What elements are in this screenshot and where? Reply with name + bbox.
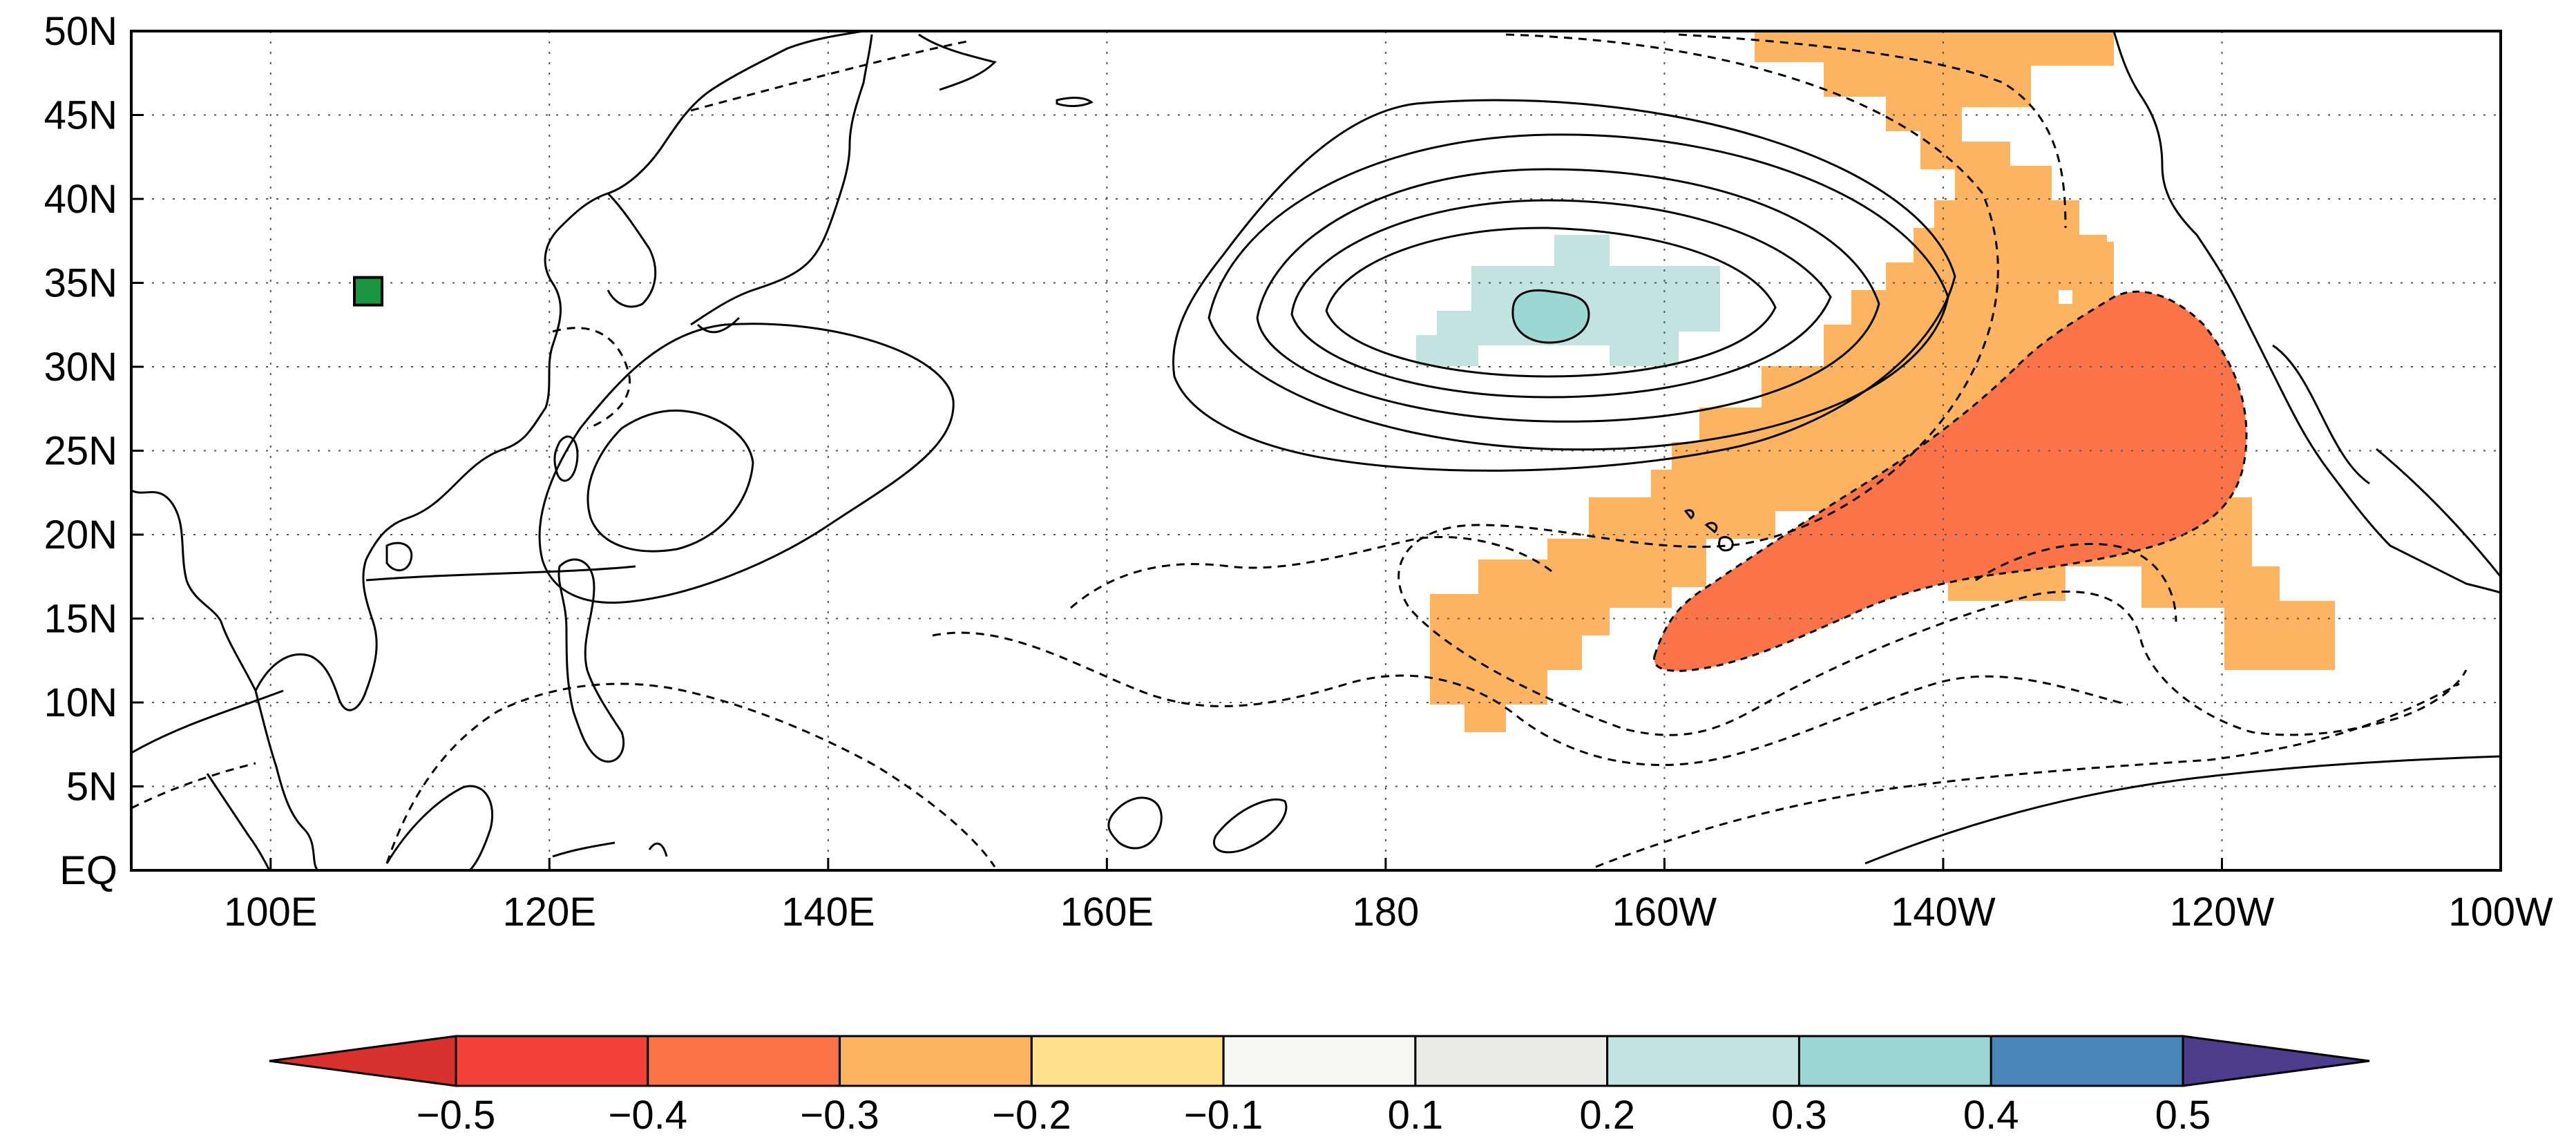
coastline-korea xyxy=(607,192,657,308)
contour-solid xyxy=(1107,796,1163,850)
colorbar-box xyxy=(1606,1035,1800,1087)
contour-dashed xyxy=(1595,682,2460,868)
lat-tick-label: 45N xyxy=(44,93,117,138)
coastline-japan xyxy=(690,34,873,326)
latitude-axis: EQ 5N 10N 15N 20N 25N 30N 35N 40N 45N 50N xyxy=(44,9,144,893)
colorbar-label: 0.2 xyxy=(1579,1093,1635,1138)
contour-dashed xyxy=(1070,536,1555,609)
lat-tick-label: 25N xyxy=(44,429,117,474)
lon-tick-label: 120W xyxy=(2170,890,2275,935)
cool-anomaly-region-dark xyxy=(1511,289,1590,344)
coastline-newguinea xyxy=(648,842,668,857)
contour-solid xyxy=(1864,755,2501,865)
contour-lines xyxy=(131,33,2502,868)
lon-tick-label: 160E xyxy=(1060,890,1154,935)
lon-tick-label: 120E xyxy=(503,890,596,935)
coastline-sulawesi xyxy=(552,841,616,858)
lon-tick-label: 140E xyxy=(781,890,875,935)
coastline-kamchatka xyxy=(918,33,997,91)
coastline-philippines xyxy=(557,558,625,763)
colorbar-box xyxy=(839,1035,1033,1087)
contour-dashed xyxy=(131,762,256,810)
colorbar-box xyxy=(455,1035,649,1087)
longitude-axis: 100E 120E 140E 160E 180 160W 140W 120W 100W xyxy=(224,858,2553,935)
coastline-taiwan xyxy=(553,435,579,482)
colorbar-label: −0.1 xyxy=(1184,1093,1263,1138)
colorbar-arrow-right xyxy=(2182,1035,2370,1087)
colorbar-label: −0.5 xyxy=(417,1093,496,1138)
contour-dashed xyxy=(932,631,2128,766)
coastline-asia xyxy=(131,489,319,872)
contour-solid xyxy=(131,689,284,754)
contour-solid xyxy=(1172,99,1956,472)
lon-tick-label: 100E xyxy=(224,890,317,935)
contour-solid xyxy=(538,323,955,604)
coastline-hainan xyxy=(385,542,413,572)
contour-dashed xyxy=(1397,33,2468,736)
lat-tick-label: 20N xyxy=(44,513,117,557)
coastline-borneo xyxy=(385,785,494,872)
lat-tick-label: 30N xyxy=(44,345,117,390)
station-marker xyxy=(353,276,383,307)
contour-dashed xyxy=(552,327,631,430)
contour-solid xyxy=(2376,448,2502,577)
coastline-indochina xyxy=(206,773,271,871)
lon-tick-label: 160W xyxy=(1612,890,1717,935)
contour-dashed xyxy=(690,40,968,112)
colorbar-box xyxy=(1414,1035,1609,1087)
colorbar-arrow-left xyxy=(269,1035,457,1087)
lat-tick-label: 35N xyxy=(44,261,117,306)
contour-solid xyxy=(1325,227,1777,378)
colorbar-box xyxy=(1030,1035,1225,1087)
colorbar-label: −0.2 xyxy=(992,1093,1071,1138)
shading-layer xyxy=(1416,31,2335,732)
colorbar: −0.5 −0.4 −0.3 −0.2 −0.1 0.1 0.2 0.3 0.4 0.5 xyxy=(269,1035,2370,1138)
lat-tick-label: 40N xyxy=(44,177,117,222)
coastline-island xyxy=(1056,97,1094,107)
colorbar-label: −0.3 xyxy=(800,1093,879,1138)
contour-solid xyxy=(586,409,754,553)
coastline-north-america xyxy=(2112,30,2501,594)
lon-tick-label: 180 xyxy=(1352,890,1419,935)
coastline-baja xyxy=(2272,344,2370,485)
colorbar-label: 0.5 xyxy=(2155,1093,2211,1138)
coastlines xyxy=(131,30,2501,872)
contour-solid xyxy=(1208,133,1949,451)
coastline-hawaii xyxy=(1683,509,1734,552)
warm-anomaly-region-light xyxy=(1430,31,2114,732)
lat-tick-label: 5N xyxy=(66,765,117,810)
coastline-japan xyxy=(696,316,741,334)
colorbar-label: −0.4 xyxy=(609,1093,688,1138)
lat-tick-label: EQ xyxy=(59,848,117,893)
grid-lines xyxy=(131,31,2501,870)
lat-tick-label: 50N xyxy=(44,9,117,54)
colorbar-box xyxy=(1797,1035,1992,1087)
contour-dashed xyxy=(385,682,996,868)
contour-solid xyxy=(1213,798,1288,854)
colorbar-box xyxy=(647,1035,841,1087)
lat-tick-label: 10N xyxy=(44,680,117,725)
lat-tick-label: 15N xyxy=(44,597,117,642)
contour-solid xyxy=(1290,199,1832,399)
colorbar-box xyxy=(1990,1035,2184,1087)
coastline-asia xyxy=(254,30,864,711)
warm-anomaly-region-dark xyxy=(1653,290,2248,672)
colorbar-label: 0.3 xyxy=(1771,1093,1827,1138)
contour-solid xyxy=(365,565,636,582)
contour-dashed xyxy=(1975,543,2177,622)
colorbar-box xyxy=(1222,1035,1417,1087)
lon-tick-label: 140W xyxy=(1891,890,1996,935)
colorbar-label: 0.1 xyxy=(1388,1093,1444,1138)
colorbar-label: 0.4 xyxy=(1963,1093,2019,1138)
contour-dashed xyxy=(1678,33,2067,229)
lon-tick-label: 100W xyxy=(2448,890,2553,935)
contour-solid xyxy=(1256,168,1880,423)
